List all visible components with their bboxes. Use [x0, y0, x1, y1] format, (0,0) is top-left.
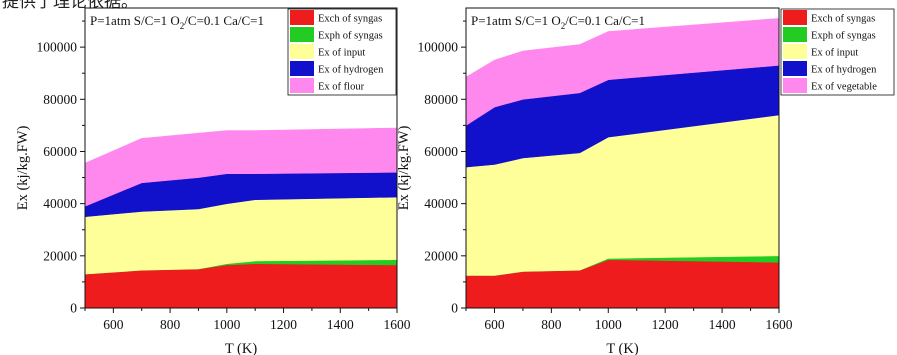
- y-tick-label: 0: [70, 301, 77, 316]
- chart-panel-1: 600 800 1000 1200 1400 1600 0 20000 40000 60000 80…: [15, 7, 411, 355]
- y-tick-label: 40000: [43, 196, 77, 211]
- y-tick-label: 20000: [43, 248, 77, 263]
- plot-frame: [465, 7, 780, 309]
- y-axis-title: Ex (kj/kg.FW): [15, 126, 31, 211]
- top-caption-text: 提供了理论依据。: [2, 0, 138, 12]
- y-tick-label: 80000: [43, 92, 77, 107]
- x-tick-label: 1200: [270, 317, 297, 332]
- legend-label: Ex of vegetable: [811, 82, 877, 93]
- legend-swatch: [290, 61, 314, 76]
- y-tick-label: 60000: [424, 144, 458, 159]
- legend-label: Exph of syngas: [811, 31, 876, 42]
- legend: Exch of syngas Exph of syngas Ex of input E…: [287, 8, 397, 96]
- legend-swatch: [783, 10, 807, 25]
- x-tick-label: 1400: [709, 317, 736, 332]
- x-tick-label: 800: [160, 317, 181, 332]
- legend-label: Exph of syngas: [318, 31, 383, 42]
- x-tick-label: 1000: [595, 317, 622, 332]
- y-axis-title: Ex (kj/kg.FW): [396, 126, 412, 211]
- x-tick-label: 1600: [384, 317, 411, 332]
- x-tick-label: 1200: [652, 317, 679, 332]
- legend-swatch: [783, 44, 807, 59]
- legend-label: Ex of hydrogen: [811, 65, 877, 76]
- condition-annotation: P=1atm S/C=1 O2/C=0.1 Ca/C=1: [90, 13, 264, 31]
- legend-swatch: [290, 78, 314, 93]
- legend-swatch: [290, 44, 314, 59]
- y-tick-label: 60000: [43, 144, 77, 159]
- chart-panel-2: 600 800 1000 1200 1400 1600 0 20000 40000 60000 80…: [396, 7, 895, 355]
- x-tick-label: 1600: [766, 317, 793, 332]
- legend-label: Ex of input: [318, 48, 365, 59]
- condition-annotation: P=1atm S/C=1 O2/C=0.1 Ca/C=1: [471, 13, 645, 31]
- legend-swatch: [783, 27, 807, 42]
- legend-label: Ex of flour: [318, 82, 365, 93]
- x-tick-label: 1000: [213, 317, 240, 332]
- legend-label: Exch of syngas: [811, 14, 875, 25]
- y-tick-label: 0: [451, 301, 458, 316]
- legend-label: Ex of input: [811, 48, 858, 59]
- x-axis-title: T (K): [225, 341, 258, 355]
- y-tick-label: 100000: [37, 40, 78, 55]
- x-tick-label: 600: [484, 317, 505, 332]
- legend-swatch: [783, 78, 807, 93]
- plot-frame: [84, 7, 398, 309]
- legend-label: Ex of hydrogen: [318, 65, 384, 76]
- x-tick-label: 600: [103, 317, 124, 332]
- legend-swatch: [290, 27, 314, 42]
- y-tick-label: 80000: [424, 92, 458, 107]
- legend: Exch of syngas Exph of syngas Ex of input E…: [780, 8, 895, 96]
- y-tick-label: 100000: [418, 40, 459, 55]
- x-axis-title: T (K): [606, 341, 639, 355]
- x-tick-label: 1400: [327, 317, 354, 332]
- legend-label: Exch of syngas: [318, 14, 382, 25]
- x-tick-label: 800: [541, 317, 562, 332]
- y-tick-label: 40000: [424, 196, 458, 211]
- legend-swatch: [783, 61, 807, 76]
- y-tick-label: 20000: [424, 248, 458, 263]
- legend-swatch: [290, 10, 314, 25]
